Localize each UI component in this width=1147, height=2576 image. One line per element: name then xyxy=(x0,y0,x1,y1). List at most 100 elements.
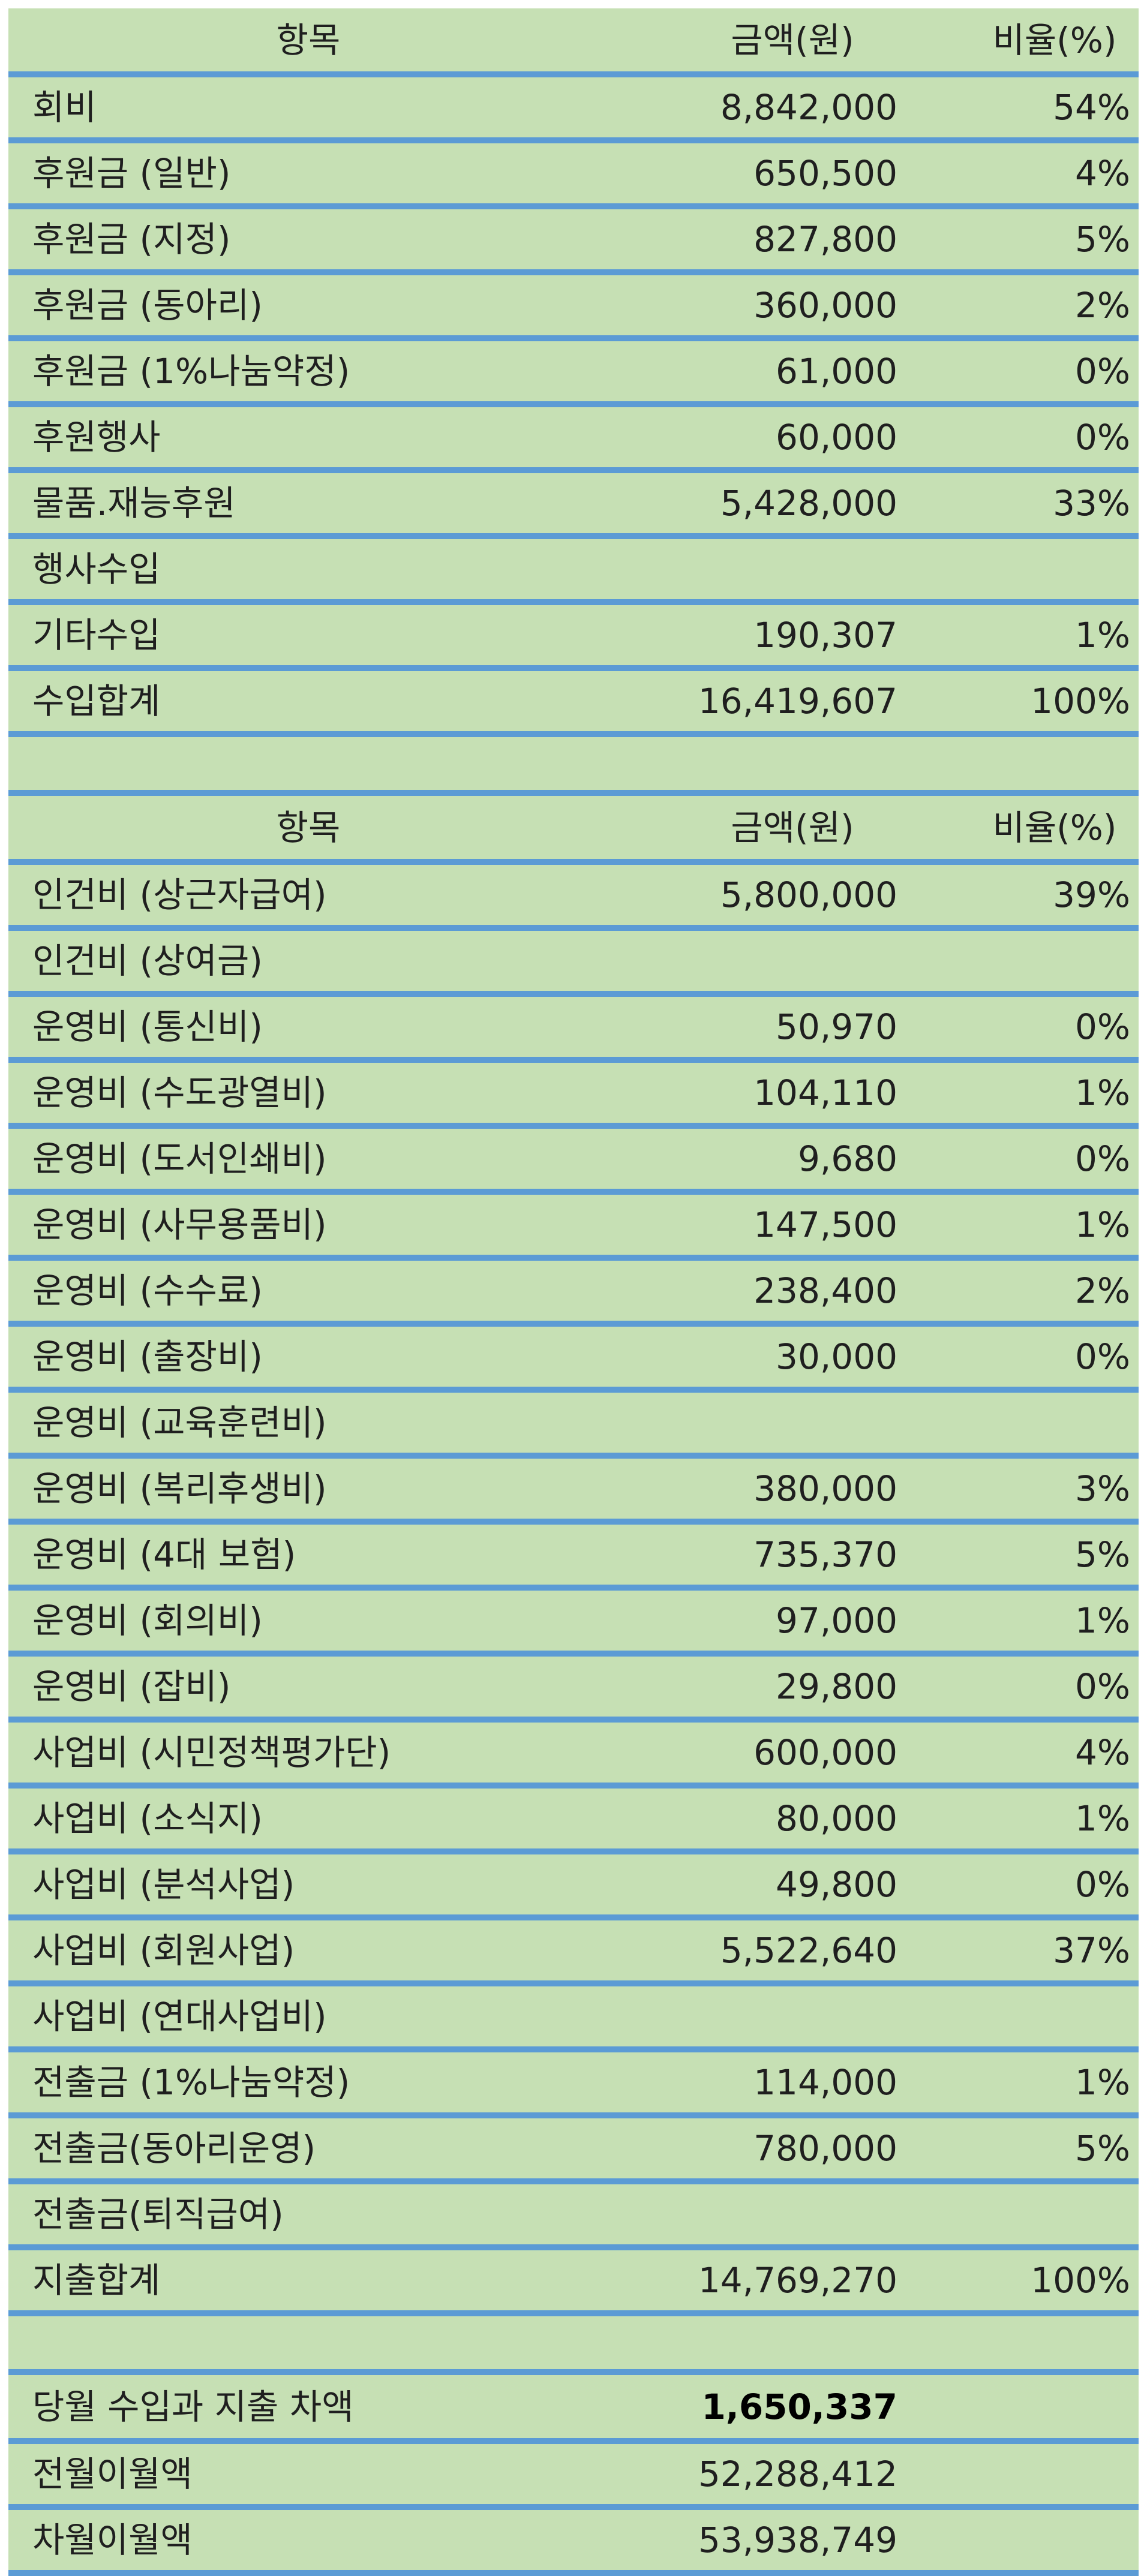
row-ratio: 2% xyxy=(899,272,1139,341)
row-ratio: 39% xyxy=(899,862,1139,931)
row-item: 사업비 (소식지) xyxy=(8,1786,608,1854)
row-item: 전출금(동아리운영) xyxy=(8,2115,608,2184)
row-amount: 238,400 xyxy=(608,1258,899,1327)
row-item: 후원금 (1%나눔약정) xyxy=(8,338,608,407)
row-item: 후원금 (일반) xyxy=(8,140,608,209)
row-ratio: 1% xyxy=(899,602,1139,671)
row-amount: 1,650,337 xyxy=(608,2375,899,2444)
table-row: 운영비 (수도광열비) 104,110 1% xyxy=(8,1060,1139,1129)
table-row: 후원금 (동아리) 360,000 2% xyxy=(8,272,1139,341)
row-ratio: 0% xyxy=(899,1654,1139,1723)
row-amount: 650,500 xyxy=(608,140,899,209)
row-amount: 190,307 xyxy=(608,602,899,671)
row-amount xyxy=(608,2181,899,2250)
row-ratio xyxy=(899,1390,1139,1459)
row-amount: 5,800,000 xyxy=(608,862,899,931)
row-ratio: 0% xyxy=(899,1324,1139,1393)
row-ratio: 1% xyxy=(899,1192,1139,1261)
section-spacer xyxy=(8,2313,1139,2375)
row-item: 인건비 (상근자급여) xyxy=(8,862,608,931)
row-amount: 53,938,749 xyxy=(608,2507,899,2576)
row-amount: 5,522,640 xyxy=(608,1917,899,1986)
row-amount: 380,000 xyxy=(608,1456,899,1525)
row-ratio: 100% xyxy=(899,2247,1139,2316)
row-amount: 49,800 xyxy=(608,1851,899,1920)
table-row: 운영비 (사무용품비) 147,500 1% xyxy=(8,1192,1139,1261)
row-item: 후원행사 xyxy=(8,404,608,473)
header-ratio: 비율(%) xyxy=(899,796,1139,865)
balance-difference-row: 당월 수입과 지출 차액 1,650,337 xyxy=(8,2375,1139,2444)
expense-table: 항목 금액(원) 비율(%) 인건비 (상근자급여) 5,800,000 39%… xyxy=(8,796,1139,2375)
row-ratio xyxy=(899,2375,1139,2444)
row-ratio: 1% xyxy=(899,1060,1139,1129)
row-amount xyxy=(608,1983,899,2052)
row-ratio xyxy=(899,2507,1139,2576)
row-item: 전출금(퇴직급여) xyxy=(8,2181,608,2250)
balance-table: 당월 수입과 지출 차액 1,650,337 전월이월액 52,288,412 … xyxy=(8,2375,1139,2576)
row-item: 차월이월액 xyxy=(8,2507,608,2576)
row-ratio: 1% xyxy=(899,2049,1139,2118)
row-item: 전월이월액 xyxy=(8,2441,608,2510)
table-row: 운영비 (수수료) 238,400 2% xyxy=(8,1258,1139,1327)
row-amount: 780,000 xyxy=(608,2115,899,2184)
table-row: 인건비 (상여금) xyxy=(8,928,1139,997)
row-ratio: 4% xyxy=(899,1720,1139,1789)
row-item: 수입합계 xyxy=(8,668,608,737)
row-item: 운영비 (출장비) xyxy=(8,1324,608,1393)
header-item: 항목 xyxy=(8,796,608,865)
row-ratio: 5% xyxy=(899,206,1139,275)
row-amount: 360,000 xyxy=(608,272,899,341)
table-row: 후원행사 60,000 0% xyxy=(8,404,1139,473)
header-amount: 금액(원) xyxy=(608,8,899,77)
table-row: 운영비 (통신비) 50,970 0% xyxy=(8,994,1139,1063)
table-row: 운영비 (교육훈련비) xyxy=(8,1390,1139,1459)
row-amount: 30,000 xyxy=(608,1324,899,1393)
row-amount xyxy=(608,928,899,997)
table-row: 운영비 (잡비) 29,800 0% xyxy=(8,1654,1139,1723)
table-row: 운영비 (회의비) 97,000 1% xyxy=(8,1588,1139,1657)
row-item: 사업비 (회원사업) xyxy=(8,1917,608,1986)
row-ratio: 5% xyxy=(899,2115,1139,2184)
row-item: 후원금 (지정) xyxy=(8,206,608,275)
expense-total-row: 지출합계 14,769,270 100% xyxy=(8,2247,1139,2316)
table-row: 기타수입 190,307 1% xyxy=(8,602,1139,671)
row-item: 전출금 (1%나눔약정) xyxy=(8,2049,608,2118)
row-item: 운영비 (도서인쇄비) xyxy=(8,1126,608,1195)
row-item: 후원금 (동아리) xyxy=(8,272,608,341)
row-amount: 8,842,000 xyxy=(608,74,899,143)
row-ratio: 54% xyxy=(899,74,1139,143)
income-table: 항목 금액(원) 비율(%) 회비 8,842,000 54% 후원금 (일반)… xyxy=(8,8,1139,796)
section-spacer xyxy=(8,734,1139,796)
table-row: 사업비 (연대사업비) xyxy=(8,1983,1139,2052)
row-item: 운영비 (수수료) xyxy=(8,1258,608,1327)
row-item: 운영비 (4대 보험) xyxy=(8,1522,608,1591)
row-amount: 9,680 xyxy=(608,1126,899,1195)
table-row: 후원금 (1%나눔약정) 61,000 0% xyxy=(8,338,1139,407)
row-amount: 97,000 xyxy=(608,1588,899,1657)
row-ratio: 0% xyxy=(899,994,1139,1063)
row-ratio: 0% xyxy=(899,1851,1139,1920)
row-item: 운영비 (수도광열비) xyxy=(8,1060,608,1129)
row-item: 운영비 (교육훈련비) xyxy=(8,1390,608,1459)
top-margin xyxy=(8,0,1139,8)
table-row: 전출금(퇴직급여) xyxy=(8,2181,1139,2250)
row-amount: 50,970 xyxy=(608,994,899,1063)
table-row: 인건비 (상근자급여) 5,800,000 39% xyxy=(8,862,1139,931)
row-item: 기타수입 xyxy=(8,602,608,671)
income-header-row: 항목 금액(원) 비율(%) xyxy=(8,8,1139,77)
row-amount: 61,000 xyxy=(608,338,899,407)
expense-header-row: 항목 금액(원) 비율(%) xyxy=(8,796,1139,865)
row-item: 운영비 (회의비) xyxy=(8,1588,608,1657)
row-ratio: 5% xyxy=(899,1522,1139,1591)
row-ratio: 37% xyxy=(899,1917,1139,1986)
row-amount: 16,419,607 xyxy=(608,668,899,737)
row-ratio: 1% xyxy=(899,1786,1139,1854)
row-ratio: 0% xyxy=(899,338,1139,407)
row-ratio xyxy=(899,536,1139,605)
row-amount: 827,800 xyxy=(608,206,899,275)
row-ratio xyxy=(899,2181,1139,2250)
row-ratio xyxy=(899,928,1139,997)
row-amount: 104,110 xyxy=(608,1060,899,1129)
table-row: 회비 8,842,000 54% xyxy=(8,74,1139,143)
